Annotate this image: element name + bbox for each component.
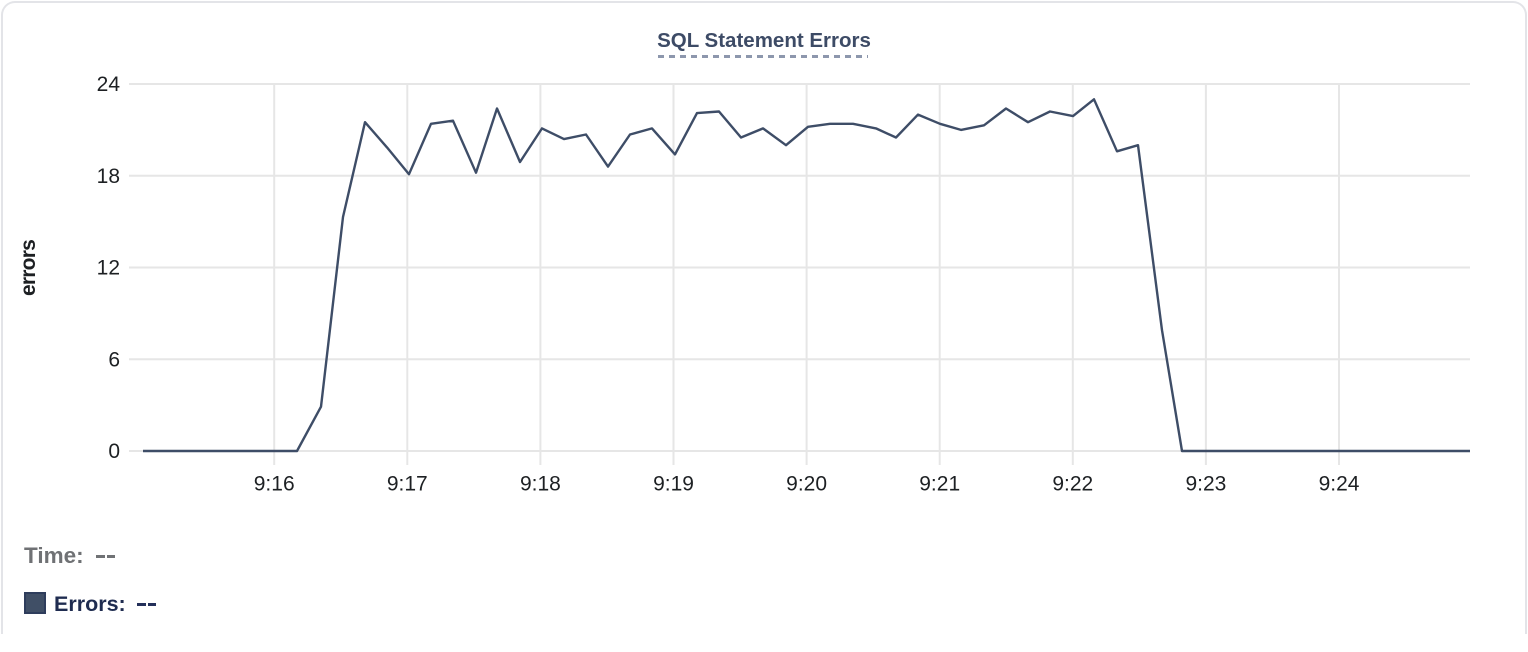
svg-text:18: 18 bbox=[97, 165, 120, 188]
svg-text:errors: errors bbox=[17, 240, 40, 296]
svg-text:9:24: 9:24 bbox=[1319, 473, 1360, 496]
svg-text:0: 0 bbox=[108, 440, 120, 463]
svg-text:9:18: 9:18 bbox=[520, 473, 561, 496]
svg-text:9:23: 9:23 bbox=[1185, 473, 1226, 496]
svg-text:9:22: 9:22 bbox=[1052, 473, 1093, 496]
svg-text:9:16: 9:16 bbox=[254, 473, 295, 496]
svg-text:24: 24 bbox=[97, 73, 121, 96]
svg-text:12: 12 bbox=[97, 257, 120, 280]
svg-text:9:17: 9:17 bbox=[387, 473, 428, 496]
svg-text:9:20: 9:20 bbox=[786, 473, 827, 496]
svg-text:6: 6 bbox=[108, 348, 120, 371]
svg-text:9:21: 9:21 bbox=[919, 473, 960, 496]
svg-text:9:19: 9:19 bbox=[653, 473, 694, 496]
